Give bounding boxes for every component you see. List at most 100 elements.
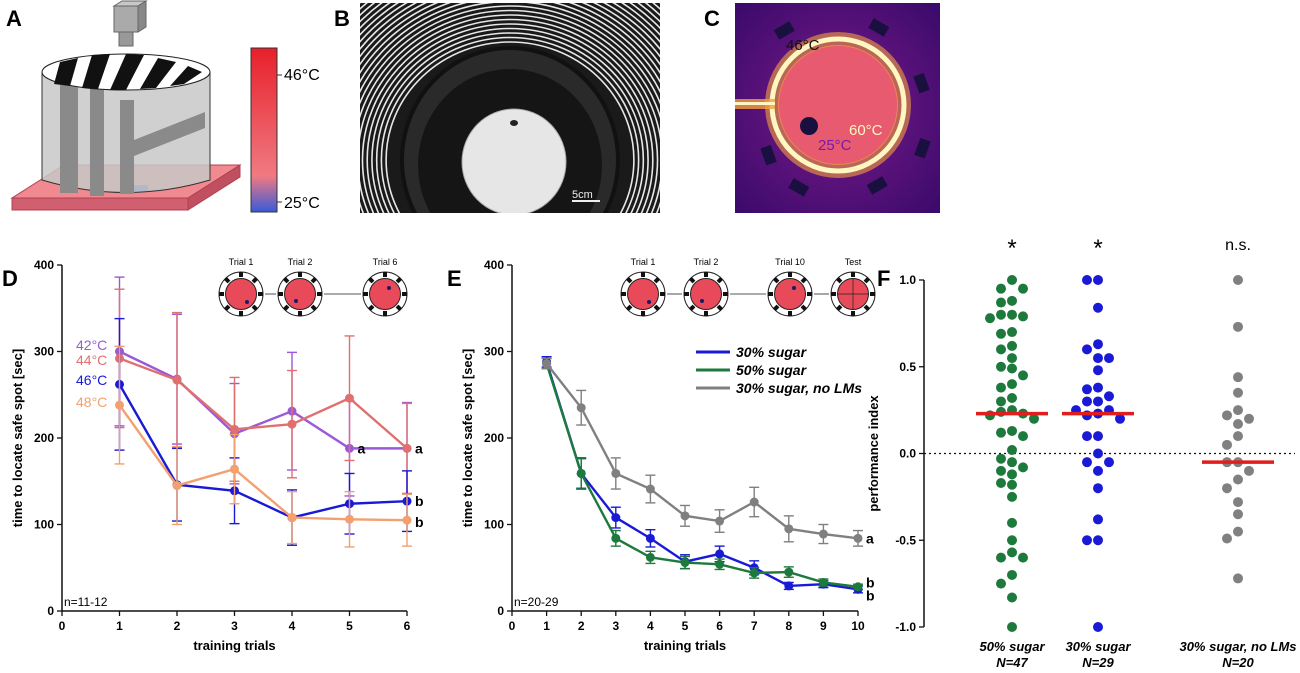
data-point [1233, 372, 1243, 383]
schematic-stripe [283, 304, 290, 311]
arena-photo: 5cm [360, 3, 660, 213]
data-point [1222, 483, 1232, 494]
data-point [1233, 275, 1243, 285]
thermal-image: 46°C 25°C 60°C [735, 3, 940, 213]
data-point [1233, 573, 1243, 584]
data-point [715, 559, 725, 569]
schematic-stripe [689, 277, 696, 284]
stripe-pattern [54, 54, 202, 90]
panel-label-e: E [447, 266, 462, 291]
data-point [1082, 344, 1092, 355]
data-point [996, 283, 1006, 294]
group-n-label: N=47 [996, 655, 1028, 670]
legend-label: 46°C [76, 372, 107, 388]
y-tick-label: 300 [484, 345, 504, 359]
series-line [118, 383, 408, 519]
data-point [1007, 469, 1017, 480]
data-point [1233, 526, 1243, 537]
schematic-stripe [863, 277, 870, 284]
schematic-stripe [395, 304, 402, 311]
data-point [1007, 309, 1017, 320]
series-line [545, 362, 859, 540]
data-point [996, 344, 1006, 355]
data-point [1093, 302, 1103, 313]
data-point [749, 568, 759, 578]
schematic-stripe [251, 304, 258, 311]
data-point [1007, 517, 1017, 528]
group-label: 30% sugar, no LMs [1179, 639, 1296, 654]
schematic-stripe [689, 304, 696, 311]
group-label: 50% sugar [979, 639, 1045, 654]
schematic-stripe [716, 304, 723, 311]
x-tick-label: 1 [543, 619, 550, 633]
schematic-stripe [716, 277, 723, 284]
series-30-sugar-no-lms [541, 357, 863, 547]
data-point [1093, 382, 1103, 393]
legend-label: 44°C [76, 352, 107, 368]
data-point [1007, 479, 1017, 490]
data-point [230, 464, 239, 474]
data-point [1244, 413, 1254, 424]
schematic-stripe [863, 304, 870, 311]
y-tick-label: 400 [484, 258, 504, 272]
x-tick-label: 10 [851, 619, 865, 633]
data-point [1007, 392, 1017, 403]
series-line [118, 350, 407, 450]
data-point [1007, 295, 1017, 306]
panel-c: C 46°C 25°C 60°C [704, 3, 940, 213]
x-tick-label: 0 [509, 619, 516, 633]
data-point [287, 513, 297, 523]
data-point [1233, 387, 1243, 398]
data-point [1082, 535, 1092, 546]
data-point [1233, 509, 1243, 520]
series-line [119, 357, 408, 450]
data-point [230, 424, 239, 434]
data-point [1007, 535, 1017, 546]
y-tick-label: 0 [497, 604, 504, 618]
schematic-d-trial-1: Trial 1 [229, 257, 254, 267]
data-point [996, 477, 1006, 488]
data-point [1018, 552, 1028, 563]
schematic-heat-floor [774, 278, 806, 310]
schematic-heat-floor [225, 278, 257, 310]
data-point [1082, 275, 1092, 285]
data-point [645, 552, 655, 562]
data-point [715, 549, 725, 559]
panel-label-a: A [6, 6, 22, 31]
data-point [172, 375, 182, 385]
y-tick-label: 300 [34, 345, 54, 359]
schematic-stripe [800, 277, 807, 284]
data-point [996, 328, 1006, 339]
data-point [1007, 457, 1017, 468]
schematic-e-test: Test [845, 257, 862, 267]
colorbar-top-label: 46°C [284, 67, 320, 84]
x-tick-label: 7 [751, 619, 758, 633]
data-point [1007, 363, 1017, 374]
data-point [1007, 425, 1017, 436]
series-46-c [114, 317, 412, 546]
data-point [1082, 396, 1092, 407]
n-label-e: n=20-29 [514, 595, 559, 609]
schematic-stripe [800, 304, 807, 311]
data-point [1007, 340, 1017, 351]
significance-label: n.s. [1225, 237, 1251, 254]
y-tick-label: 1.0 [899, 273, 916, 287]
temp-spot-label: 25°C [818, 137, 852, 154]
data-point [1222, 410, 1232, 421]
x-tick-label: 1 [116, 619, 123, 633]
data-point [1093, 465, 1103, 476]
photo-stripe-pattern [360, 3, 660, 213]
data-point [1093, 514, 1103, 525]
data-point [996, 427, 1006, 438]
schematic-stripe [310, 304, 317, 311]
data-point [542, 359, 552, 369]
data-point [1029, 413, 1039, 424]
schematic-stripe [310, 277, 317, 284]
temp-ring-label: 46°C [786, 37, 820, 54]
series-44-c [114, 288, 412, 495]
x-tick-label: 2 [578, 619, 585, 633]
data-point [1093, 396, 1103, 407]
data-point [1093, 339, 1103, 350]
data-point [818, 529, 828, 539]
group-n-label: N=20 [1222, 655, 1254, 670]
